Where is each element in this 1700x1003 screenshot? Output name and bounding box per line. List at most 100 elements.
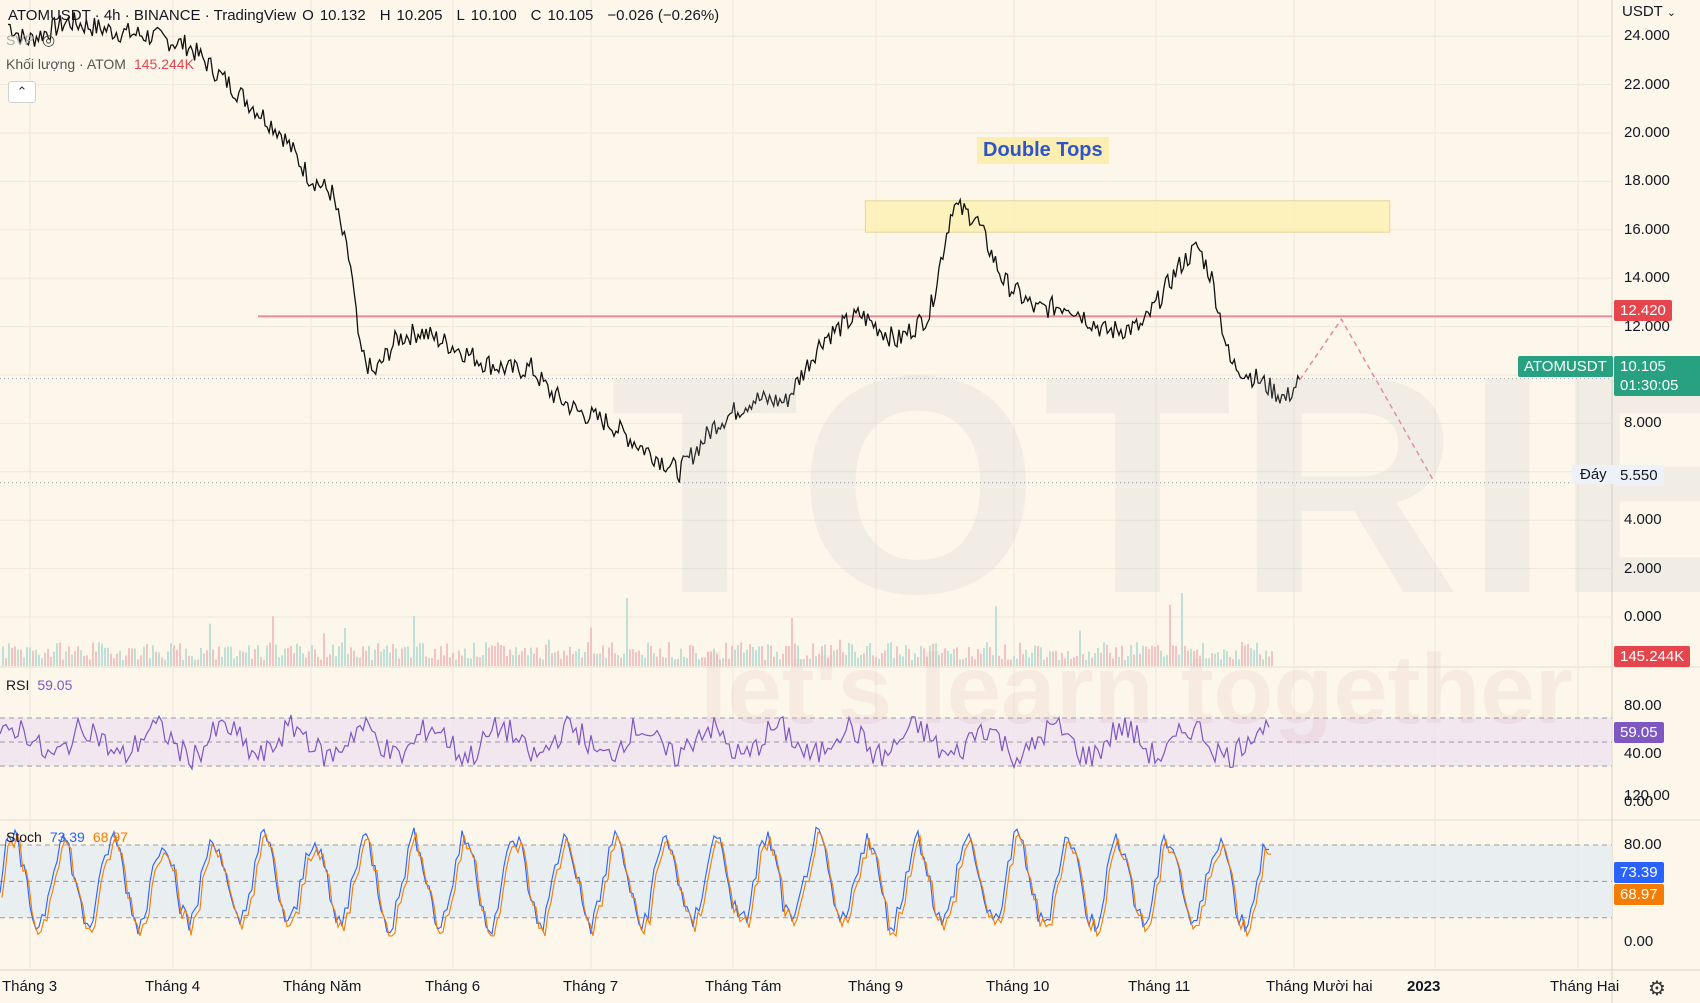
volume-bar xyxy=(893,657,895,666)
volume-bar xyxy=(818,653,820,666)
rsi-tick-label: 80.00 xyxy=(1624,697,1662,714)
volume-bar xyxy=(1022,654,1024,666)
volume-bar xyxy=(146,644,148,666)
volume-bar xyxy=(875,657,877,666)
volume-bar xyxy=(707,651,709,666)
volume-bar xyxy=(284,648,286,666)
volume-bar xyxy=(212,649,214,666)
volume-bar xyxy=(314,649,316,666)
gear-icon[interactable]: ⚙ xyxy=(1648,978,1666,1000)
volume-bar xyxy=(1250,648,1252,666)
symbol-title[interactable]: ATOMUSDT · 4h · BINANCE · TradingView xyxy=(8,6,297,24)
volume-bar xyxy=(686,658,688,666)
volume-bar xyxy=(959,659,961,666)
volume-bar xyxy=(1058,659,1060,666)
double-tops-label[interactable]: Double Tops xyxy=(977,137,1109,164)
volume-bar xyxy=(554,652,556,666)
volume-bar xyxy=(1082,654,1084,666)
volume-bar xyxy=(182,659,184,666)
volume-bar xyxy=(1202,642,1204,666)
volume-bar xyxy=(119,650,121,666)
volume-bar xyxy=(641,654,643,666)
volume-bar xyxy=(179,643,181,666)
volume-bar xyxy=(26,647,28,666)
volume-bar xyxy=(428,658,430,666)
open-value: 10.132 xyxy=(319,6,366,24)
volume-bar xyxy=(647,642,649,666)
volume-bar xyxy=(836,649,838,666)
stoch-legend[interactable]: Stoch 73.39 68.97 xyxy=(6,829,128,845)
stoch-k-value: 73.39 xyxy=(49,829,85,845)
volume-bar xyxy=(860,654,862,666)
volume-bar xyxy=(1238,659,1240,666)
volume-bar xyxy=(1073,657,1075,666)
volume-bar xyxy=(224,647,226,666)
volume-bar xyxy=(920,645,922,666)
volume-bar xyxy=(950,653,952,666)
double-tops-zone xyxy=(864,200,1391,233)
volume-bar xyxy=(386,645,388,666)
volume-bar xyxy=(638,650,640,666)
volume-bar xyxy=(779,659,781,666)
volume-bar xyxy=(164,659,166,666)
volume-bar xyxy=(674,659,676,666)
volume-bar xyxy=(671,657,673,666)
volume-bar xyxy=(1076,655,1078,666)
volume-bar xyxy=(719,659,721,666)
volume-bar xyxy=(497,642,499,666)
volume-bar xyxy=(416,646,418,666)
svp-indicator[interactable]: SVP ◎ xyxy=(6,31,55,49)
volume-bar xyxy=(233,658,235,666)
volume-bar xyxy=(251,658,253,666)
volume-bar xyxy=(881,653,883,666)
volume-bar xyxy=(20,649,22,666)
volume-bar xyxy=(1049,651,1051,666)
volume-bar xyxy=(245,652,247,666)
volume-bar xyxy=(263,659,265,666)
volume-bar xyxy=(791,618,793,666)
stoch-k-tag: 73.39 xyxy=(1614,862,1664,883)
stoch-d-value: 68.97 xyxy=(92,829,128,845)
volume-bar xyxy=(833,650,835,666)
volume-bar xyxy=(1025,649,1027,666)
currency-dropdown[interactable]: USDT ⌄ xyxy=(1622,3,1676,20)
volume-bar xyxy=(41,658,43,666)
volume-bar xyxy=(260,657,262,666)
volume-bar xyxy=(872,655,874,666)
volume-indicator[interactable]: Khối lượng · ATOM 145.244K xyxy=(6,56,194,72)
time-tick-label: Tháng Tám xyxy=(705,978,782,995)
volume-bar xyxy=(902,656,904,666)
volume-bar xyxy=(332,644,334,666)
volume-bar xyxy=(518,654,520,666)
volume-bar xyxy=(140,655,142,666)
volume-bar xyxy=(1031,652,1033,666)
volume-bar xyxy=(1220,659,1222,666)
volume-bar xyxy=(1130,644,1132,666)
volume-bar xyxy=(740,642,742,666)
currency-label: USDT xyxy=(1622,3,1663,20)
volume-bar xyxy=(782,653,784,666)
eye-off-icon[interactable]: ◎ xyxy=(42,32,56,49)
volume-bar xyxy=(884,650,886,666)
volume-bar xyxy=(623,653,625,666)
volume-bar xyxy=(83,655,85,666)
rsi-legend[interactable]: RSI 59.05 xyxy=(6,677,72,693)
volume-bar xyxy=(68,646,70,666)
volume-bar xyxy=(431,658,433,666)
volume-bar xyxy=(194,659,196,666)
volume-bar xyxy=(302,653,304,666)
volume-bar xyxy=(143,646,145,666)
volume-bar xyxy=(110,653,112,666)
volume-value: 145.244K xyxy=(133,56,194,72)
collapse-legend-button[interactable]: ⌃ xyxy=(8,81,36,103)
volume-bar xyxy=(713,648,715,666)
volume-bar xyxy=(56,643,58,666)
volume-bar xyxy=(1271,651,1273,666)
volume-bar xyxy=(1124,659,1126,666)
volume-bar xyxy=(452,653,454,666)
volume-bar xyxy=(1247,644,1249,666)
volume-bar xyxy=(821,646,823,666)
volume-bar xyxy=(293,653,295,666)
time-tick-label: Tháng 7 xyxy=(563,978,619,995)
